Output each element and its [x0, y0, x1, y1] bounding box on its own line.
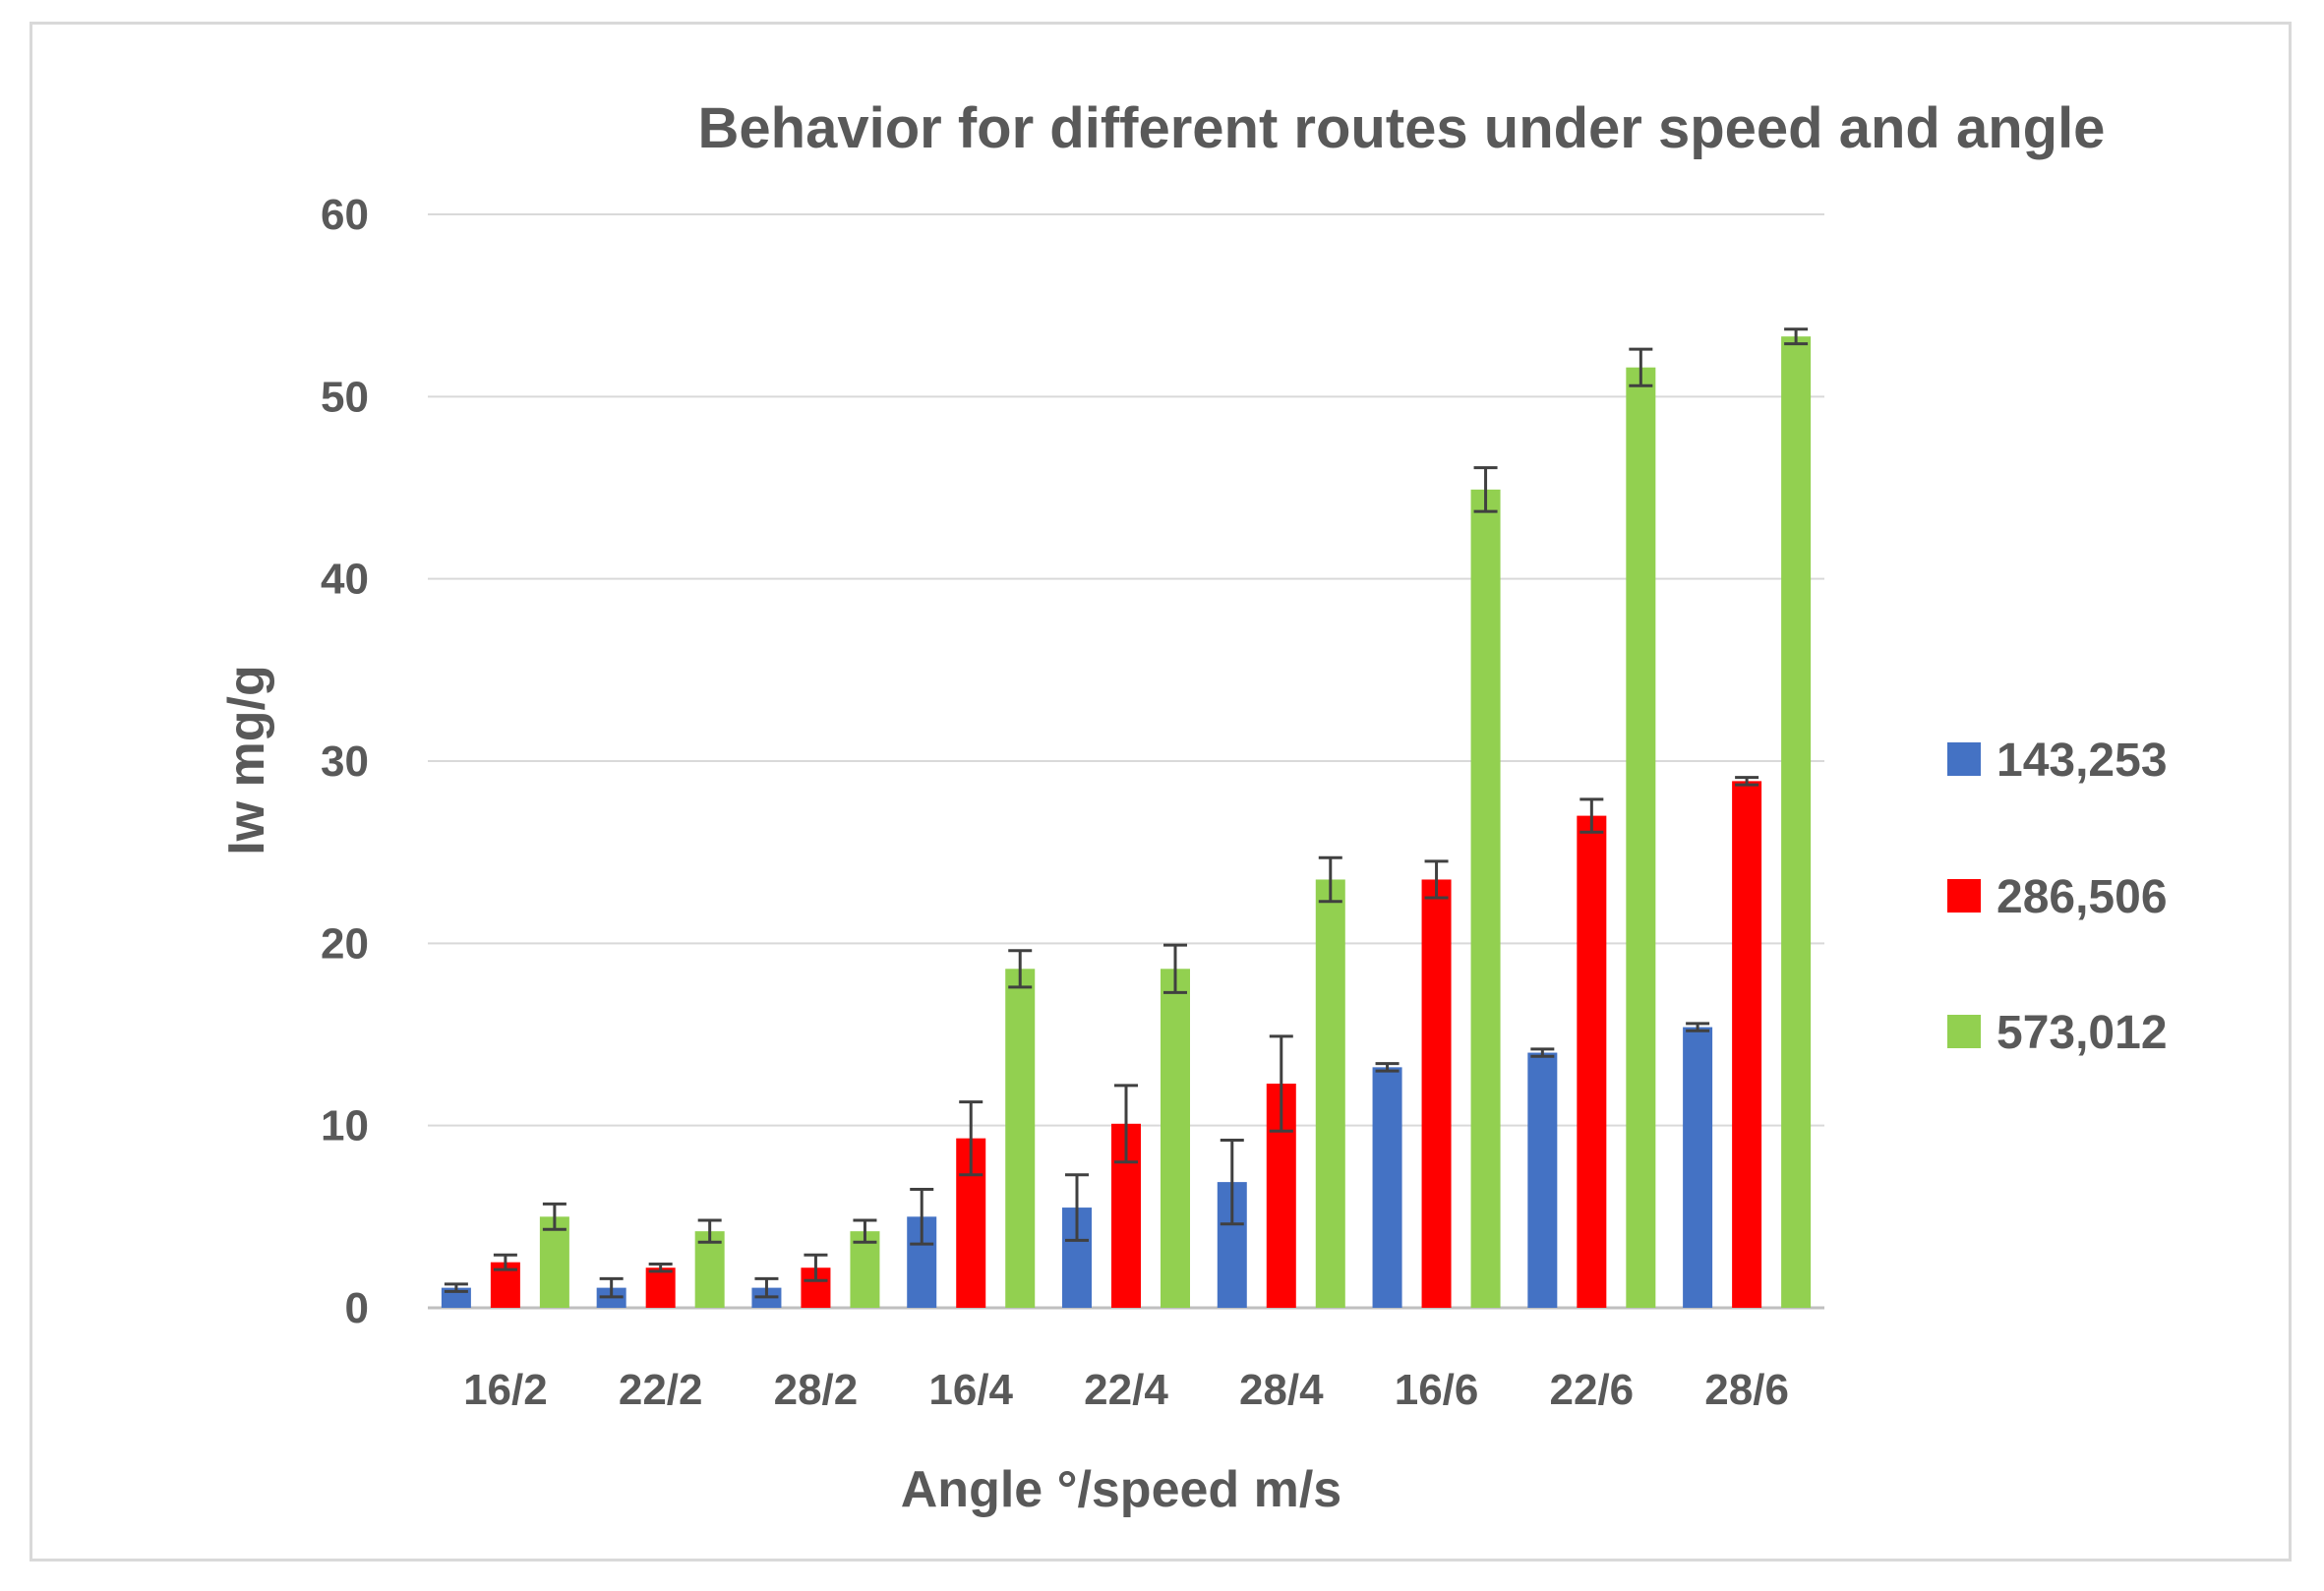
bar-573012-28-6 — [1781, 336, 1812, 1308]
legend-label: 143,253 — [1996, 735, 2168, 787]
error-bar — [1473, 466, 1498, 513]
bar-286506-22-6 — [1577, 815, 1607, 1308]
legend: 143,253 286,506 573,012 — [1947, 735, 2168, 1059]
bar-573012-16-6 — [1470, 489, 1501, 1308]
y-axis-ticks: 0 10 20 30 40 50 60 — [321, 191, 369, 1332]
bar-573012-22-6 — [1626, 367, 1656, 1308]
y-tick-label: 40 — [321, 556, 369, 604]
error-bar — [959, 1100, 983, 1177]
x-axis-label: Angle °/speed m/s — [901, 1461, 1341, 1518]
y-axis-label: Iw mg/g — [218, 665, 275, 855]
x-tick-label: 28/2 — [774, 1366, 859, 1414]
y-tick-label: 0 — [345, 1284, 369, 1332]
error-bar — [1065, 1173, 1089, 1242]
bar-573012-22-2 — [694, 1231, 725, 1308]
y-tick-label: 60 — [321, 191, 369, 239]
error-bar — [804, 1253, 828, 1282]
bar-143253-28-6 — [1683, 1027, 1713, 1308]
error-bar — [1784, 327, 1809, 346]
error-bar — [1008, 949, 1033, 989]
error-bar — [1629, 347, 1653, 387]
bar-286506-16-6 — [1421, 879, 1452, 1308]
error-bar — [1269, 1034, 1293, 1133]
bar-286506-22-2 — [645, 1267, 676, 1308]
legend-label: 573,012 — [1996, 1007, 2168, 1059]
error-bar — [1375, 1062, 1400, 1073]
bar-573012-16-4 — [1005, 969, 1036, 1308]
x-tick-label: 22/4 — [1084, 1366, 1168, 1414]
x-tick-label: 22/6 — [1550, 1366, 1635, 1414]
legend-label: 286,506 — [1996, 871, 2168, 923]
error-bar — [444, 1282, 468, 1293]
error-bar — [1163, 943, 1187, 994]
bar-573012-22-4 — [1161, 969, 1190, 1308]
y-tick-label: 20 — [321, 919, 369, 968]
error-bar — [1424, 859, 1449, 900]
error-bar — [1530, 1047, 1555, 1058]
bar-143253-22-6 — [1527, 1052, 1558, 1308]
error-bar — [1220, 1138, 1244, 1226]
error-bar — [1579, 797, 1604, 834]
x-tick-label: 16/4 — [928, 1366, 1013, 1414]
error-bar — [754, 1276, 779, 1299]
legend-swatch — [1947, 1015, 1981, 1048]
error-bar — [542, 1202, 566, 1231]
error-bar — [1318, 855, 1342, 904]
x-tick-label: 28/6 — [1704, 1366, 1789, 1414]
x-tick-label: 28/4 — [1239, 1366, 1324, 1414]
x-tick-label: 16/2 — [463, 1366, 548, 1414]
error-bar — [697, 1218, 722, 1244]
bar-573012-28-2 — [850, 1231, 880, 1308]
error-bar — [1686, 1022, 1710, 1032]
error-bar — [599, 1276, 624, 1299]
x-tick-label: 22/2 — [619, 1366, 703, 1414]
bars — [441, 327, 1812, 1308]
y-tick-label: 10 — [321, 1102, 369, 1150]
legend-swatch — [1947, 879, 1981, 913]
bar-573012-16-2 — [539, 1216, 569, 1308]
legend-swatch — [1947, 742, 1981, 776]
x-tick-label: 16/6 — [1395, 1366, 1479, 1414]
bar-286506-28-6 — [1732, 781, 1762, 1308]
bar-573012-28-4 — [1315, 879, 1345, 1308]
error-bar — [1114, 1084, 1138, 1164]
y-tick-label: 30 — [321, 737, 369, 786]
y-tick-label: 50 — [321, 373, 369, 421]
error-bar — [493, 1253, 517, 1271]
error-bar — [1735, 776, 1759, 787]
error-bar — [910, 1188, 934, 1246]
error-bar — [853, 1218, 877, 1244]
error-bar — [648, 1263, 673, 1273]
bar-143253-16-6 — [1372, 1067, 1402, 1308]
chart-title: Behavior for different routes under spee… — [698, 96, 2106, 160]
x-axis-ticks: 16/2 22/2 28/2 16/4 22/4 28/4 16/6 22/6 28/6 — [463, 1366, 1789, 1414]
